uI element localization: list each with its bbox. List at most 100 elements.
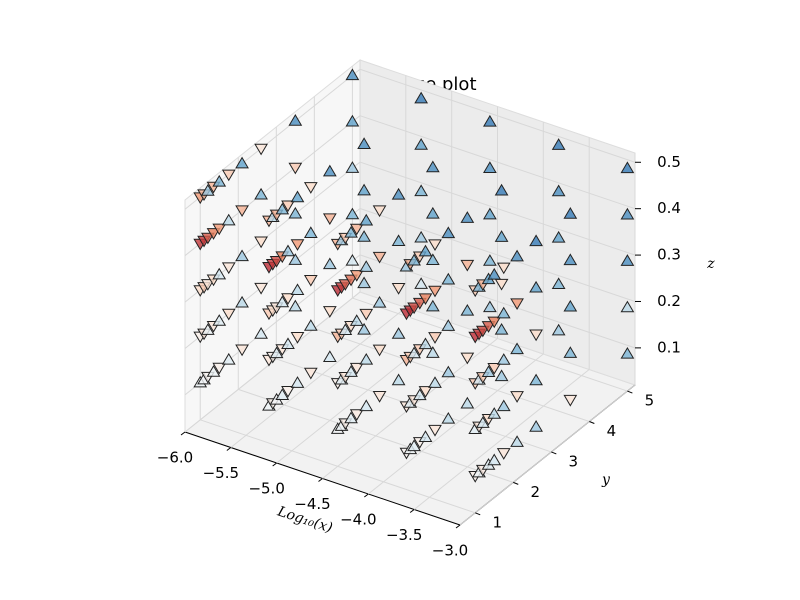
point <box>372 344 387 357</box>
point <box>221 213 236 226</box>
x-tick-label: −4.0 <box>340 511 376 529</box>
point <box>551 277 566 290</box>
point <box>372 251 387 264</box>
y-tick-label: 3 <box>569 452 579 470</box>
point <box>425 206 440 219</box>
point <box>510 391 524 403</box>
x-tick-label: −5.5 <box>203 464 239 482</box>
point <box>441 411 456 424</box>
point <box>372 295 387 308</box>
point <box>322 306 337 318</box>
point <box>481 365 496 377</box>
point <box>290 376 305 388</box>
point <box>269 346 284 359</box>
grid-line <box>359 68 636 163</box>
point <box>357 322 371 335</box>
z-tick-label: 0.5 <box>657 153 681 171</box>
point <box>206 365 221 377</box>
point <box>551 230 566 243</box>
point <box>281 337 295 350</box>
y-tick <box>627 390 633 394</box>
point <box>483 114 497 127</box>
point <box>349 270 364 282</box>
y-axis-label: y <box>601 472 611 488</box>
point <box>357 183 371 196</box>
point <box>391 283 406 295</box>
point <box>407 302 421 315</box>
point <box>428 285 442 298</box>
point <box>428 239 442 252</box>
y-tick <box>589 421 595 424</box>
point <box>359 260 374 272</box>
point <box>345 207 360 220</box>
point <box>344 274 358 287</box>
point <box>349 409 364 421</box>
point <box>254 143 268 156</box>
point <box>372 205 387 218</box>
grid-line <box>352 297 628 392</box>
point <box>510 298 524 311</box>
point <box>494 369 509 382</box>
point <box>359 213 374 226</box>
point <box>563 253 578 266</box>
point <box>254 327 268 339</box>
point <box>221 308 236 321</box>
point <box>235 156 249 169</box>
y-tick <box>513 481 519 485</box>
point <box>281 386 295 398</box>
grid-line <box>413 369 590 510</box>
point <box>290 283 305 296</box>
point <box>290 190 305 203</box>
point <box>414 277 429 289</box>
point <box>235 205 249 218</box>
point <box>391 187 406 200</box>
point <box>483 207 497 220</box>
point <box>475 325 490 338</box>
point <box>418 337 433 350</box>
point <box>275 295 290 308</box>
point <box>212 314 227 326</box>
point <box>460 259 475 272</box>
point <box>281 244 295 257</box>
point <box>496 353 511 365</box>
point <box>303 182 318 194</box>
z-tick-label: 0.3 <box>657 246 681 264</box>
point <box>496 448 511 460</box>
point <box>414 91 429 104</box>
point <box>357 276 371 289</box>
x-tick <box>409 509 415 513</box>
point <box>206 228 221 240</box>
marks <box>193 68 635 483</box>
point <box>563 394 578 407</box>
point <box>349 362 364 375</box>
z-tick-label: 0.1 <box>657 338 681 356</box>
point <box>212 174 227 187</box>
y-tick <box>551 451 557 455</box>
x-tick-label: −5.0 <box>248 480 284 498</box>
point <box>551 323 566 336</box>
point <box>529 234 543 247</box>
point <box>441 365 456 378</box>
point <box>418 244 433 257</box>
point <box>428 332 442 344</box>
point <box>487 407 502 419</box>
point <box>483 254 497 266</box>
point <box>359 352 374 365</box>
point <box>441 319 456 331</box>
x-tick <box>318 478 323 482</box>
x-tick-label: −4.5 <box>294 495 330 513</box>
point <box>391 327 406 339</box>
point <box>275 202 290 215</box>
y-tick-label: 4 <box>607 422 617 440</box>
point <box>494 322 509 335</box>
point <box>620 207 635 220</box>
point <box>407 253 421 266</box>
point <box>322 213 337 226</box>
point <box>620 300 635 313</box>
point <box>221 262 236 275</box>
point <box>221 352 236 365</box>
y-tick-label: 1 <box>492 513 502 531</box>
point <box>359 308 374 321</box>
